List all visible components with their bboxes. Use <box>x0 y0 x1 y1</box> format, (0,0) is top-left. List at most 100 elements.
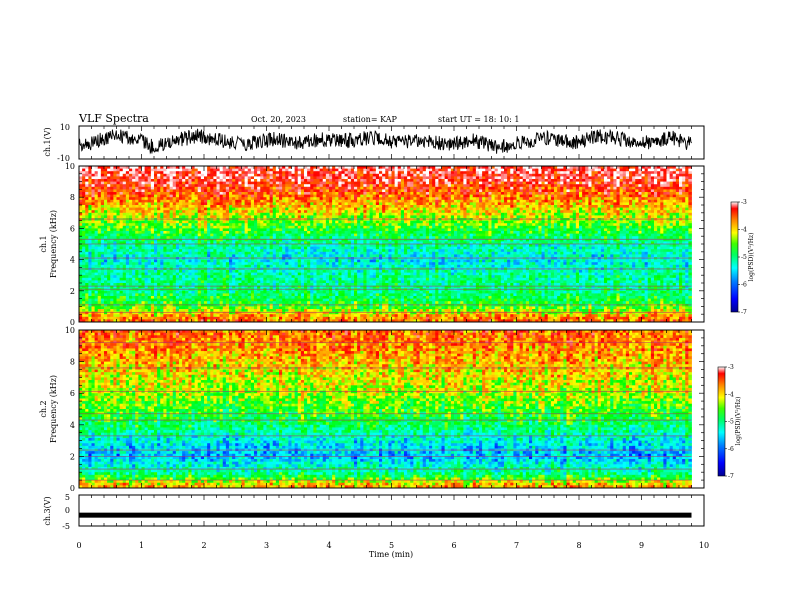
spectrogram-cell <box>160 293 164 297</box>
spectrogram-cell <box>307 179 311 182</box>
spectrogram-cell <box>82 225 86 229</box>
spectrogram-cell <box>313 283 317 286</box>
spectrogram-cell <box>238 238 242 242</box>
spectrogram-cell <box>257 171 261 175</box>
spectrogram-cell <box>263 218 267 221</box>
spectrogram-cell <box>310 218 314 221</box>
spectrogram-cell <box>125 301 130 305</box>
spectrogram-cell <box>263 207 267 211</box>
spectrogram-cell <box>113 189 117 193</box>
spectrogram-cell <box>222 288 227 292</box>
spectrogram-cell <box>116 166 121 169</box>
spectrogram-cell <box>263 270 267 273</box>
spectrogram-cell <box>94 316 99 320</box>
spectrogram-cell <box>188 176 192 180</box>
spectrogram-cell <box>185 210 189 214</box>
spectrogram-cell <box>329 223 333 227</box>
spectrogram-cell <box>244 298 249 302</box>
spectrogram-cell <box>119 231 124 234</box>
spectrogram-cell <box>294 246 299 250</box>
spectrogram-cell <box>185 301 189 305</box>
spectrogram-cell <box>82 236 86 240</box>
spectrogram-cell <box>204 285 208 289</box>
spectrogram-cell <box>129 189 133 193</box>
spectrogram-cell <box>291 166 296 169</box>
spectrogram-cell <box>125 220 130 224</box>
spectrogram-cell <box>282 179 286 182</box>
spectrogram-cell <box>325 306 330 310</box>
spectrogram-cell <box>147 288 152 292</box>
spectrogram-cell <box>229 259 233 263</box>
spectrogram-cell <box>304 228 308 232</box>
spectrogram-cell <box>144 179 149 182</box>
spectrogram-cell <box>104 238 108 242</box>
spectrogram-cell <box>325 207 330 211</box>
spectrogram-cell <box>279 293 283 297</box>
spectrogram-cell <box>294 254 299 258</box>
spectrogram-cell <box>172 270 177 273</box>
spectrogram-cell <box>325 238 330 242</box>
spectrogram-cell <box>232 189 236 193</box>
spectrogram-cell <box>179 301 183 305</box>
spectrogram-cell <box>150 288 155 292</box>
spectrogram-cell <box>279 288 283 292</box>
spectrogram-cell <box>116 173 121 177</box>
spectrogram-cell <box>169 166 174 169</box>
spectrogram-cell <box>313 168 317 172</box>
spectrogram-cell <box>163 231 167 234</box>
spectrogram-cell <box>257 205 261 208</box>
spectrogram-cell <box>257 301 261 305</box>
spectrogram-cell <box>316 283 321 286</box>
spectrogram-cell <box>107 283 111 286</box>
spectrogram-cell <box>269 254 274 258</box>
spectrogram-cell <box>244 179 249 182</box>
spectrogram-cell <box>307 231 311 234</box>
spectrogram-cell <box>119 233 124 237</box>
spectrogram-cell <box>207 283 211 286</box>
spectrogram-cell <box>188 288 192 292</box>
spectrogram-cell <box>185 202 189 206</box>
spectrogram-cell <box>247 290 252 294</box>
spectrogram-cell <box>210 306 214 310</box>
spectrogram-cell <box>241 231 246 234</box>
spectrogram-cell <box>94 272 99 276</box>
spectrogram-cell <box>316 272 321 276</box>
spectrogram-cell <box>163 280 167 284</box>
spectrogram-cell <box>169 197 174 201</box>
spectrogram-cell <box>157 251 161 255</box>
spectrogram-cell <box>247 210 252 214</box>
spectrogram-cell <box>313 215 317 219</box>
spectrogram-cell <box>244 251 249 255</box>
spectrogram-cell <box>275 189 280 193</box>
spectrogram-cell <box>94 290 99 294</box>
spectrogram-cell <box>160 168 164 172</box>
spectrogram-cell <box>116 249 121 253</box>
spectrogram-cell <box>85 238 89 242</box>
spectrogram-cell <box>110 249 114 253</box>
spectrogram-cell <box>216 280 221 284</box>
spectrogram-cell <box>125 228 130 232</box>
spectrogram-cell <box>107 166 111 169</box>
spectrogram-cell <box>110 277 114 281</box>
spectrogram-cell <box>200 311 205 315</box>
spectrogram-cell <box>150 272 155 276</box>
spectrogram-cell <box>325 233 330 237</box>
spectrogram-cell <box>288 319 292 323</box>
spectrogram-cell <box>185 186 189 190</box>
spectrogram-cell <box>157 257 161 260</box>
spectrogram-cell <box>188 231 192 234</box>
spectrogram-cell <box>213 168 217 172</box>
spectrogram-cell <box>79 283 83 286</box>
spectrogram-cell <box>132 309 136 312</box>
spectrogram-cell <box>132 176 136 180</box>
spectrogram-cell <box>291 207 296 211</box>
spectrogram-cell <box>316 319 321 323</box>
spectrogram-cell <box>225 241 230 245</box>
spectrogram-cell <box>329 189 333 193</box>
spectrogram-cell <box>147 254 152 258</box>
spectrogram-cell <box>182 270 186 273</box>
spectrogram-cell <box>222 311 227 315</box>
spectrogram-cell <box>179 309 183 312</box>
spectrogram-cell <box>332 171 336 175</box>
spectrogram-cell <box>154 314 158 318</box>
